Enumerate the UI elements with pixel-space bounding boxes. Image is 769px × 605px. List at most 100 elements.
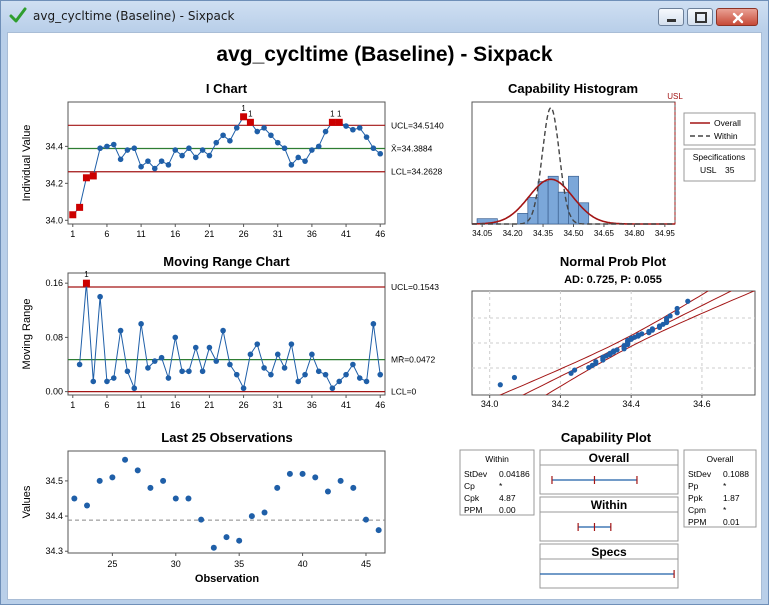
- mr-chart-point: [268, 371, 274, 378]
- within-stats-box: [459, 449, 535, 516]
- close-button[interactable]: [716, 8, 758, 26]
- mr-chart-point: [117, 327, 124, 334]
- i-chart-x-tick-label: 41: [341, 229, 351, 239]
- within-stats-label: PPM: [464, 505, 482, 515]
- ci-upper-line: [545, 291, 755, 395]
- mr-chart-point: [356, 375, 363, 381]
- i-chart-point: [104, 143, 110, 150]
- histogram-bar: [537, 181, 549, 225]
- histogram-x-tick-label: 34.35: [533, 229, 554, 238]
- overall-stats-label: Pp: [688, 481, 699, 491]
- i-chart-flag-label: 1: [248, 109, 253, 118]
- overall-stats-value: *: [723, 505, 727, 515]
- normal-prob-plot: Normal Prob Plot AD: 0.725, P: 0.055 34.0 3…: [471, 254, 756, 409]
- normal-prob-title: Normal Prob Plot: [560, 254, 667, 269]
- i-chart-title: I Chart: [206, 81, 248, 96]
- i-chart-flagged-point: [82, 174, 90, 182]
- minimize-icon: [667, 19, 676, 22]
- i-chart-flag-label: 1: [337, 109, 342, 118]
- i-chart-point: [172, 147, 179, 153]
- i-chart-point: [220, 132, 226, 139]
- mr-chart-point: [192, 344, 199, 351]
- i-chart-point: [288, 162, 295, 168]
- i-chart-point: [261, 125, 267, 131]
- window-title: avg_cycltime (Baseline) - Sixpack: [33, 9, 235, 23]
- i-chart-point: [97, 145, 103, 152]
- last25-y-tick-label: 34.4: [45, 511, 63, 521]
- normal-prob-point: [667, 313, 673, 319]
- restore-button[interactable]: [687, 8, 713, 26]
- minimize-button[interactable]: [658, 8, 684, 26]
- i-chart-point: [302, 158, 308, 164]
- last25-point: [210, 544, 217, 551]
- within-stats-value: 4.87: [499, 493, 516, 503]
- i-chart-x-tick-label: 46: [375, 229, 385, 239]
- i-chart-flagged-point: [335, 118, 343, 126]
- i-chart-point: [158, 158, 165, 164]
- within-stats-label: Cpk: [464, 493, 480, 503]
- last25-point: [337, 477, 344, 484]
- mr-chart-point: [247, 351, 254, 358]
- mr-chart-point: [329, 385, 336, 392]
- normal-prob-point: [511, 374, 518, 381]
- mr-chart-point: [172, 334, 179, 341]
- normal-prob-x-tick-label: 34.2: [552, 399, 570, 409]
- title-bar[interactable]: avg_cycltime (Baseline) - Sixpack: [1, 1, 768, 31]
- i-chart-x-tick-label: 21: [204, 229, 214, 239]
- green-check-icon: [9, 7, 27, 23]
- legend-entry: Within: [714, 131, 738, 141]
- mr-chart-point: [281, 365, 288, 371]
- i-chart-point: [350, 126, 356, 133]
- i-chart-center-label: X̄=34.3884: [391, 144, 433, 154]
- last25-point: [312, 474, 319, 481]
- sixpack-charts: I Chart UCL=34.5140 X̄=34.3884 LCL=34.2628 1…: [21, 81, 757, 589]
- i-chart-point: [117, 156, 124, 163]
- i-chart-x-tick-label: 16: [170, 229, 180, 239]
- i-chart-point: [110, 141, 117, 148]
- mr-chart-x-tick-label: 6: [104, 400, 109, 410]
- last25-y-axis-label: Values: [21, 485, 33, 518]
- last25-point: [375, 527, 382, 534]
- mr-chart-center-label: MR̄=0.0472: [391, 355, 435, 365]
- last25-point: [286, 470, 293, 477]
- histogram-x-tick-label: 34.05: [472, 229, 493, 238]
- last25-point: [362, 516, 369, 523]
- mr-chart-y-tick-label: 0.08: [45, 332, 63, 342]
- last25-point: [96, 477, 103, 484]
- mr-chart-point: [261, 365, 267, 371]
- i-chart-point: [165, 162, 172, 168]
- i-chart-x-tick-label: 1: [70, 229, 75, 239]
- histogram-bar: [557, 191, 569, 225]
- last25-point: [172, 495, 179, 502]
- mr-chart-y-tick-label: 0.00: [45, 387, 63, 397]
- i-chart-flag-label: 1: [241, 104, 246, 113]
- normal-prob-subtitle: AD: 0.725, P: 0.055: [564, 274, 662, 286]
- within-interval-label: Within: [591, 498, 628, 512]
- histogram-legend: [683, 112, 756, 146]
- within-stats-value: 0.04186: [499, 469, 530, 479]
- normal-prob-point: [568, 370, 574, 376]
- i-chart-y-tick-label: 34.4: [45, 141, 63, 151]
- i-chart-flagged-point: [246, 118, 254, 126]
- mr-chart-point: [227, 361, 233, 368]
- restore-icon: [695, 12, 707, 23]
- overall-stats-label: Ppk: [688, 493, 703, 503]
- i-chart-point: [315, 143, 322, 150]
- histogram-bar: [568, 175, 579, 225]
- mr-chart-point: [302, 371, 308, 378]
- histogram-bar: [547, 175, 559, 225]
- mr-chart-point: [199, 368, 206, 375]
- i-chart-point: [138, 163, 144, 170]
- last25-x-tick-label: 45: [361, 559, 371, 569]
- mr-chart-point: [124, 368, 131, 375]
- mr-chart-x-tick-label: 21: [204, 400, 214, 410]
- mr-chart-x-tick-label: 36: [307, 400, 317, 410]
- i-chart-y-tick-label: 34.0: [45, 215, 63, 225]
- last25-point: [223, 534, 230, 541]
- last25-point: [198, 516, 205, 523]
- mr-chart-title: Moving Range Chart: [163, 254, 290, 269]
- i-chart-lcl-label: LCL=34.2628: [391, 167, 443, 177]
- normal-prob-point: [593, 359, 599, 365]
- mr-chart-y-tick-label: 0.16: [45, 278, 63, 288]
- mr-chart-point: [179, 368, 185, 375]
